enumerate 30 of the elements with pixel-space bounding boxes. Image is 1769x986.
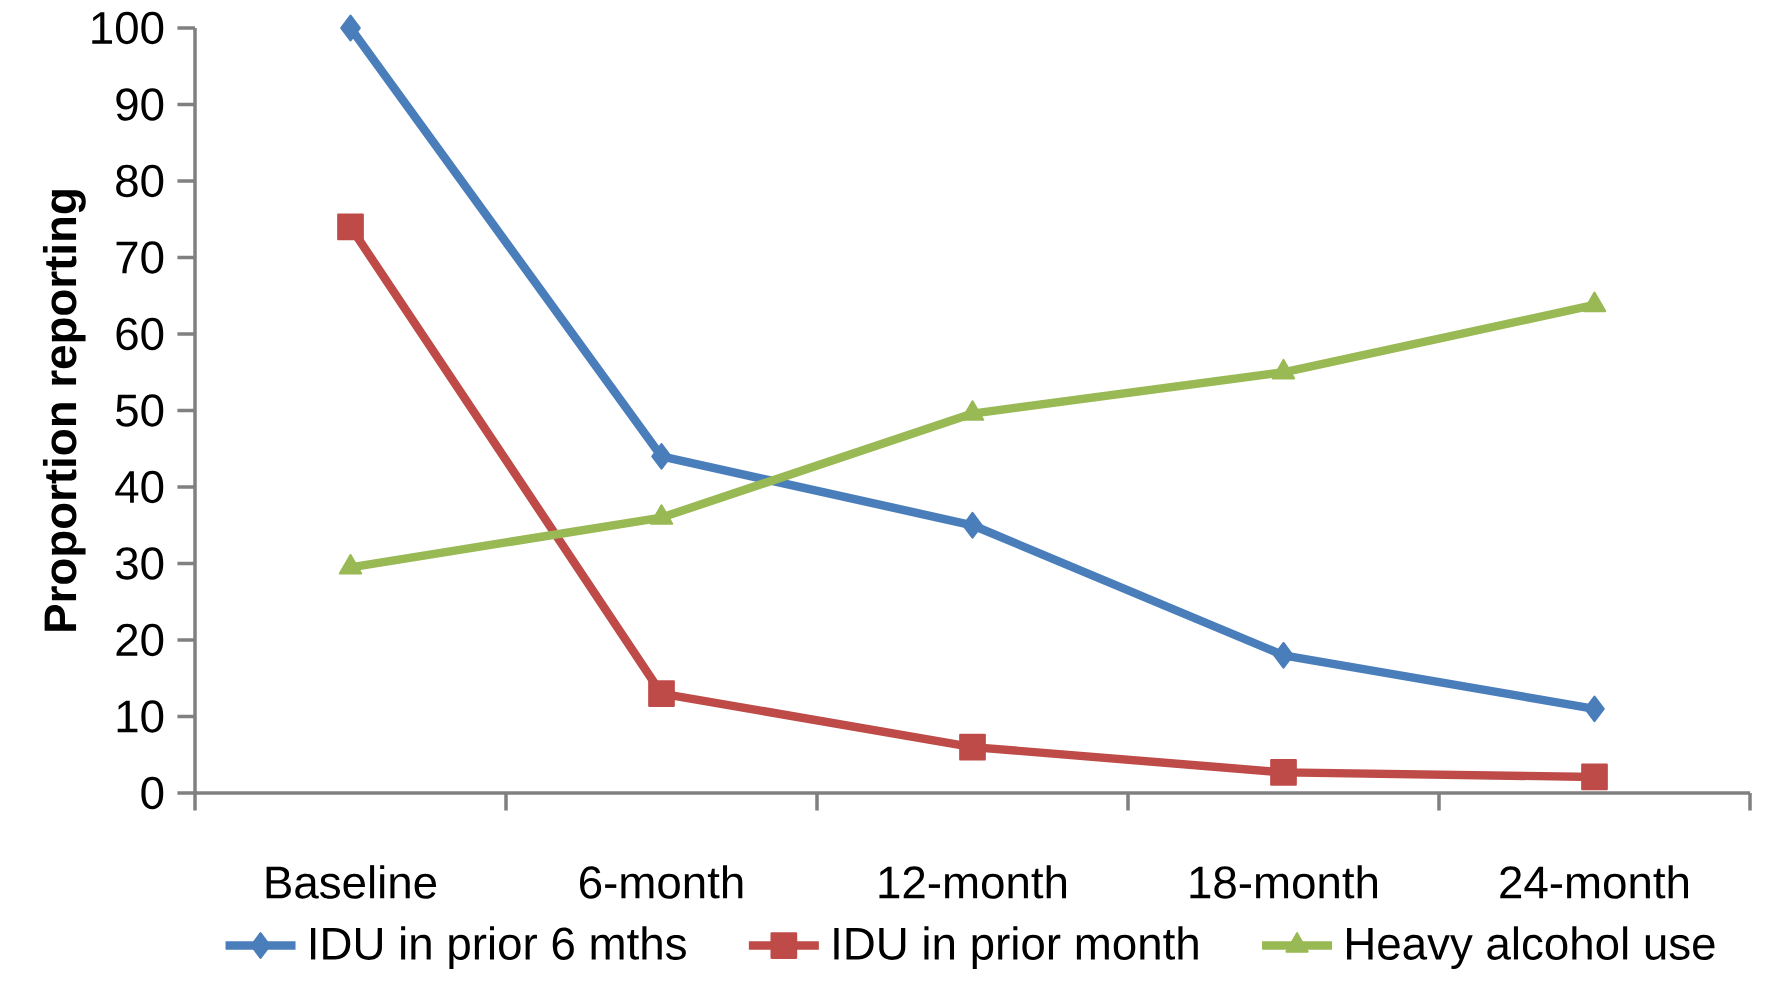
- y-tick-label: 40: [115, 470, 164, 504]
- x-tick-label: 12-month: [879, 865, 1067, 899]
- y-tick-label: 30: [115, 547, 164, 580]
- y-tick-label: 70: [116, 241, 164, 274]
- point: [1584, 695, 1605, 723]
- y-tick-label: 20: [116, 623, 164, 657]
- legend-label: IDU in prior month: [834, 926, 1198, 969]
- y-tick-label: 60: [116, 317, 164, 351]
- point: [1581, 763, 1608, 791]
- y-tick-label: 0: [141, 776, 164, 810]
- y-tick-label: 10: [117, 700, 164, 733]
- legend-label: Heavy alcohol use: [1347, 926, 1715, 969]
- x-tick-label: Baseline: [266, 865, 437, 899]
- point: [959, 733, 986, 761]
- y-axis-title: Proportion reporting: [42, 190, 86, 631]
- x-tick-label: 6-month: [580, 865, 743, 899]
- y-tick-label: 50: [116, 394, 164, 427]
- y-tick-label: 90: [116, 88, 164, 121]
- point: [648, 680, 675, 707]
- point: [962, 511, 983, 539]
- legend-label: IDU in prior 6 mths: [311, 926, 686, 969]
- point: [1270, 758, 1297, 786]
- x-tick-label: 18-month: [1190, 865, 1378, 899]
- x-tick-label: 24-month: [1500, 865, 1688, 899]
- y-tick-label: 80: [116, 164, 164, 198]
- point: [651, 443, 672, 470]
- point: [340, 14, 361, 42]
- y-tick-label: 100: [92, 11, 164, 45]
- point: [337, 213, 364, 241]
- point: [1273, 641, 1294, 669]
